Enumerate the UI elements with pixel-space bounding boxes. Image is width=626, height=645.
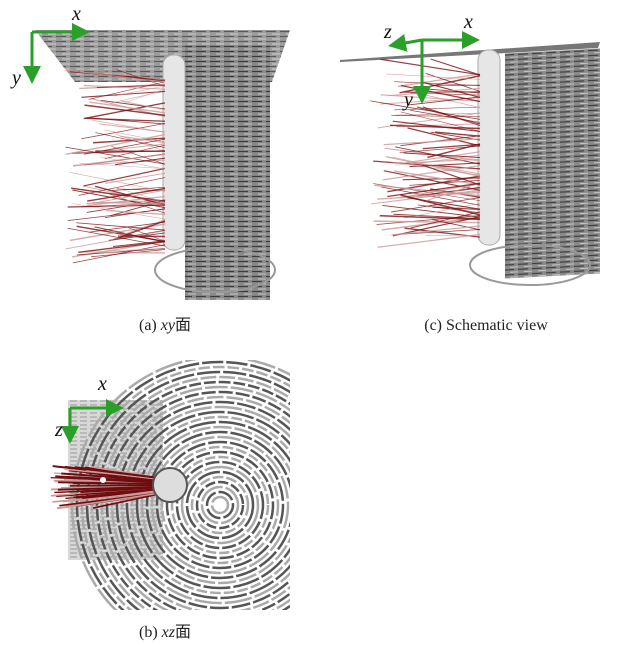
texture <box>68 228 165 246</box>
axis-label: y <box>402 89 413 111</box>
texture <box>374 221 480 223</box>
texture <box>70 485 158 486</box>
texture <box>192 477 248 533</box>
texture <box>162 447 278 563</box>
caption: (c) Schematic view <box>424 317 548 334</box>
texture <box>431 59 480 75</box>
figure: x y (a) xy面 z x y (c) Schematic view x z… <box>0 0 626 645</box>
caption: (b) xz面 <box>139 624 191 641</box>
texture <box>212 497 228 513</box>
axis-label: x <box>463 11 473 33</box>
texture <box>142 427 298 583</box>
axis-label: y <box>10 67 21 89</box>
panel-b-image <box>51 357 368 645</box>
texture <box>147 432 293 578</box>
panel-a-image <box>35 30 290 300</box>
texture <box>177 462 263 548</box>
texture <box>125 89 165 102</box>
texture <box>182 467 258 543</box>
texture <box>381 59 480 75</box>
axis-label: z <box>383 21 392 43</box>
caption: (a) xy面 <box>139 317 191 334</box>
texture <box>377 235 480 248</box>
z-arrow <box>394 40 422 45</box>
texture <box>432 85 480 86</box>
texture <box>391 115 480 116</box>
texture <box>89 82 165 100</box>
texture <box>92 120 165 132</box>
axis-label: x <box>71 3 81 25</box>
texture <box>197 482 243 528</box>
texture <box>99 252 165 253</box>
panel-c-image <box>340 42 600 285</box>
texture <box>410 212 480 228</box>
axis-label: z <box>54 419 63 441</box>
axis-label: x <box>97 373 107 395</box>
